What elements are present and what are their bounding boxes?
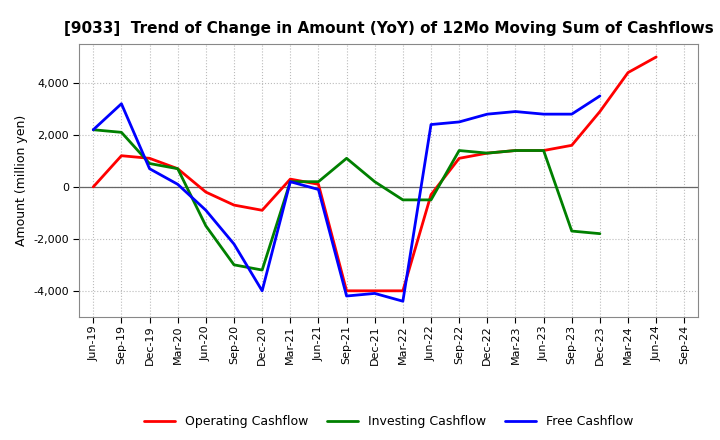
Operating Cashflow (539, 148, 548, 153)
Line: Free Cashflow: Free Cashflow (94, 96, 600, 301)
Free Cashflow (342, 293, 351, 299)
Investing Cashflow (89, 127, 98, 132)
Free Cashflow (567, 111, 576, 117)
Free Cashflow (511, 109, 520, 114)
Free Cashflow (89, 127, 98, 132)
Investing Cashflow (286, 179, 294, 184)
Free Cashflow (370, 291, 379, 296)
Investing Cashflow (370, 179, 379, 184)
Investing Cashflow (567, 228, 576, 234)
Operating Cashflow (567, 143, 576, 148)
Investing Cashflow (145, 161, 154, 166)
Investing Cashflow (258, 268, 266, 273)
Operating Cashflow (230, 202, 238, 208)
Investing Cashflow (342, 156, 351, 161)
Operating Cashflow (652, 55, 660, 60)
Y-axis label: Amount (million yen): Amount (million yen) (14, 115, 27, 246)
Investing Cashflow (230, 262, 238, 268)
Free Cashflow (286, 179, 294, 184)
Legend: Operating Cashflow, Investing Cashflow, Free Cashflow: Operating Cashflow, Investing Cashflow, … (139, 411, 639, 433)
Operating Cashflow (174, 166, 182, 171)
Investing Cashflow (399, 197, 408, 202)
Title: [9033]  Trend of Change in Amount (YoY) of 12Mo Moving Sum of Cashflows: [9033] Trend of Change in Amount (YoY) o… (64, 21, 714, 36)
Free Cashflow (427, 122, 436, 127)
Operating Cashflow (427, 192, 436, 197)
Investing Cashflow (202, 223, 210, 228)
Operating Cashflow (145, 156, 154, 161)
Operating Cashflow (89, 184, 98, 190)
Line: Investing Cashflow: Investing Cashflow (94, 130, 600, 270)
Investing Cashflow (483, 150, 492, 156)
Operating Cashflow (202, 190, 210, 195)
Free Cashflow (539, 111, 548, 117)
Line: Operating Cashflow: Operating Cashflow (94, 57, 656, 291)
Operating Cashflow (624, 70, 632, 75)
Operating Cashflow (314, 182, 323, 187)
Investing Cashflow (427, 197, 436, 202)
Free Cashflow (174, 182, 182, 187)
Investing Cashflow (511, 148, 520, 153)
Operating Cashflow (483, 150, 492, 156)
Operating Cashflow (370, 288, 379, 293)
Free Cashflow (455, 119, 464, 125)
Free Cashflow (202, 208, 210, 213)
Free Cashflow (230, 242, 238, 247)
Investing Cashflow (174, 166, 182, 171)
Operating Cashflow (455, 156, 464, 161)
Investing Cashflow (595, 231, 604, 236)
Free Cashflow (145, 166, 154, 171)
Free Cashflow (595, 93, 604, 99)
Investing Cashflow (455, 148, 464, 153)
Operating Cashflow (258, 208, 266, 213)
Operating Cashflow (399, 288, 408, 293)
Investing Cashflow (539, 148, 548, 153)
Operating Cashflow (286, 176, 294, 182)
Operating Cashflow (117, 153, 126, 158)
Free Cashflow (483, 111, 492, 117)
Investing Cashflow (314, 179, 323, 184)
Operating Cashflow (342, 288, 351, 293)
Free Cashflow (399, 299, 408, 304)
Investing Cashflow (117, 130, 126, 135)
Operating Cashflow (595, 109, 604, 114)
Free Cashflow (314, 187, 323, 192)
Operating Cashflow (511, 148, 520, 153)
Free Cashflow (258, 288, 266, 293)
Free Cashflow (117, 101, 126, 106)
